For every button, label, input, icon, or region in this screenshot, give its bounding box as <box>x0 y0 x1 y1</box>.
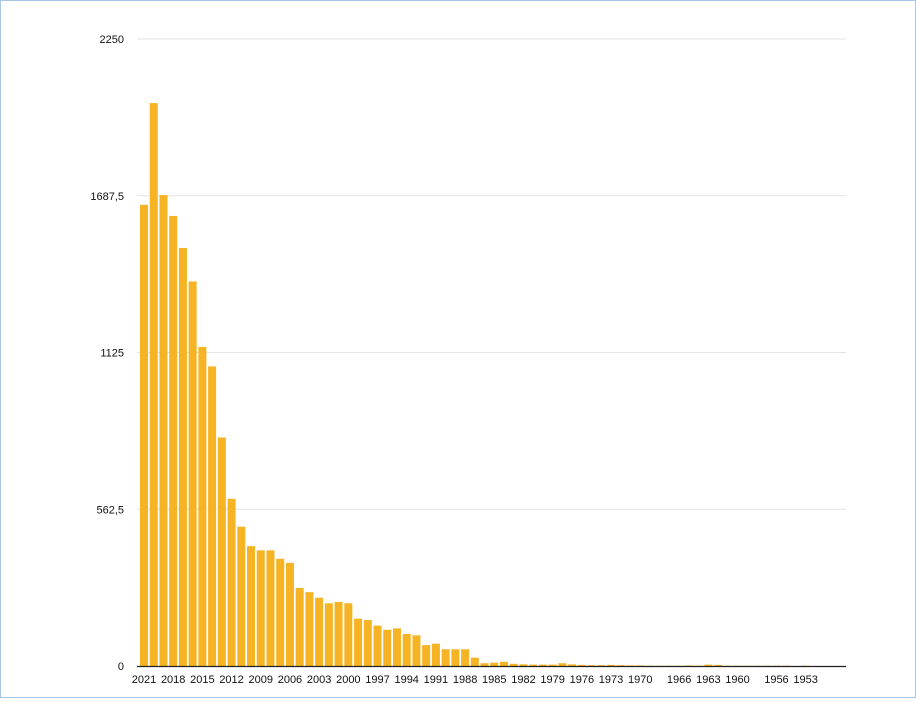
bar <box>442 649 450 666</box>
bar <box>354 619 362 666</box>
bar <box>364 620 372 666</box>
x-tick-label: 1963 <box>696 674 720 686</box>
x-tick-label: 2021 <box>132 674 156 686</box>
bar <box>500 662 508 666</box>
bar <box>325 603 333 666</box>
bar <box>539 665 547 666</box>
bar <box>296 588 304 666</box>
x-tick-label: 1997 <box>365 674 389 686</box>
bar <box>266 550 274 666</box>
bar <box>597 665 605 666</box>
bar <box>412 635 420 666</box>
x-tick-label: 2000 <box>336 674 360 686</box>
bar <box>159 195 167 666</box>
bar <box>490 663 498 666</box>
bar <box>286 563 294 666</box>
bar <box>208 366 216 666</box>
x-tick-label: 2015 <box>190 674 214 686</box>
bar <box>510 664 518 666</box>
y-tick-label: 2250 <box>100 34 124 46</box>
bar <box>578 665 586 666</box>
bar <box>189 281 197 666</box>
x-tick-label: 1966 <box>667 674 691 686</box>
x-tick-label: 2006 <box>278 674 302 686</box>
bar <box>335 602 343 666</box>
bar <box>237 527 245 666</box>
x-tick-label: 1973 <box>599 674 623 686</box>
bar <box>315 598 323 666</box>
bar <box>403 634 411 666</box>
bar <box>558 663 566 666</box>
y-tick-label: 562,5 <box>96 504 124 516</box>
bar <box>228 499 236 666</box>
bar <box>198 347 206 666</box>
bar <box>481 663 489 666</box>
bar <box>588 665 596 666</box>
bar <box>432 644 440 666</box>
bar <box>305 592 313 666</box>
y-tick-label: 1687,5 <box>90 191 124 203</box>
bar <box>617 665 625 666</box>
bar <box>218 437 226 666</box>
gridlines <box>137 39 846 509</box>
bar <box>179 248 187 666</box>
x-tick-label: 1982 <box>511 674 535 686</box>
x-tick-label: 2003 <box>307 674 331 686</box>
y-tick-label: 0 <box>118 661 124 673</box>
x-tick-label: 1985 <box>482 674 506 686</box>
bar <box>247 546 255 666</box>
bar <box>169 216 177 666</box>
bar <box>549 665 557 666</box>
y-tick-label: 1125 <box>100 348 124 360</box>
bar <box>383 630 391 666</box>
bar <box>140 205 148 666</box>
x-tick-label: 1970 <box>628 674 652 686</box>
x-tick-label: 1988 <box>453 674 477 686</box>
bar <box>257 550 265 666</box>
bar <box>422 645 430 666</box>
bar <box>714 665 722 666</box>
bar <box>461 649 469 666</box>
bar <box>568 664 576 666</box>
x-tick-label: 2009 <box>249 674 273 686</box>
x-tick-label: 1956 <box>764 674 788 686</box>
bar <box>529 665 537 666</box>
bar <box>150 103 158 666</box>
bar <box>519 664 527 666</box>
x-tick-label: 1953 <box>793 674 817 686</box>
x-tick-label: 1991 <box>424 674 448 686</box>
bar <box>276 559 284 666</box>
bar <box>607 665 615 666</box>
bar <box>471 658 479 666</box>
bars <box>140 103 810 666</box>
bar <box>393 628 401 666</box>
x-tick-label: 1979 <box>540 674 564 686</box>
x-tick-label: 1994 <box>394 674 418 686</box>
bar <box>451 649 459 666</box>
x-tick-label: 1960 <box>725 674 749 686</box>
x-tick-label: 2018 <box>161 674 185 686</box>
bar <box>704 665 712 666</box>
x-tick-label: 1976 <box>570 674 594 686</box>
bar <box>374 626 382 666</box>
x-tick-label: 2012 <box>219 674 243 686</box>
bar <box>344 603 352 666</box>
